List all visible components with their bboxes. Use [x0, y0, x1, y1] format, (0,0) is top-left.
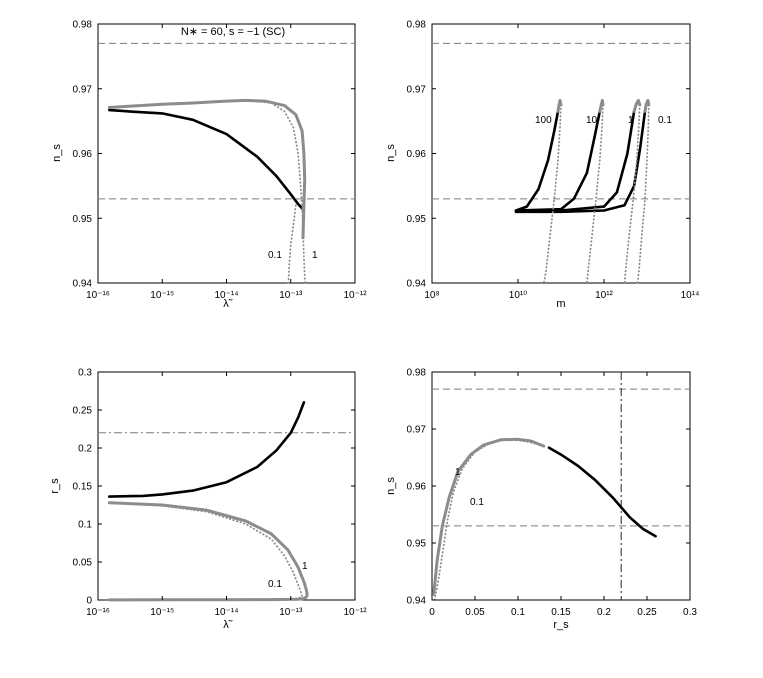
annotation-1: 1 — [302, 561, 308, 572]
figure-title: N∗ = 60, s = −1 (SC) — [181, 26, 285, 38]
y-tick-label: 0.97 — [407, 425, 427, 436]
plot-frame — [431, 23, 691, 284]
x-tick-label: 0.05 — [465, 607, 485, 618]
y-tick-label: 0.94 — [407, 279, 427, 290]
series-line-gray — [598, 98, 605, 113]
y-tick-label: 0.98 — [73, 20, 93, 31]
x-tick-label: 10⁻¹⁶ — [86, 290, 110, 301]
panel-ns-vs-rs: 0 0.05 0.1 0.15 0.2 0.25 0.3 0.94 0.95 0.96 0.97 0.… — [385, 368, 697, 632]
series-line-black — [514, 110, 647, 214]
y-axis-label: n_s — [385, 144, 397, 162]
y-tick-label: 0.98 — [407, 368, 427, 379]
series-line-dotted — [586, 104, 604, 284]
series-line-black — [547, 446, 657, 538]
series-line-gray — [107, 501, 309, 602]
y-tick-label: 0.95 — [407, 214, 427, 225]
series-line-black — [108, 401, 306, 498]
y-tick-label: 0 — [86, 596, 92, 607]
x-tick-label: 0 — [429, 607, 435, 618]
y-tick-label: 0.1 — [78, 520, 92, 531]
x-tick-label: 10⁻¹⁴ — [214, 607, 238, 618]
y-tick-label: 0.95 — [73, 214, 93, 225]
x-tick-label: 10⁸ — [424, 290, 439, 301]
series-line-gray — [432, 437, 546, 596]
annotation-0.1: 0.1 — [268, 250, 282, 261]
series-line-gray — [643, 98, 651, 113]
y-tick-label: 0.97 — [73, 84, 93, 95]
y-tick-label: 0.15 — [73, 482, 93, 493]
y-axis-label: n_s — [385, 477, 397, 495]
x-axis-label: λ̃ — [223, 298, 233, 310]
x-tick-label: 10¹⁴ — [681, 290, 700, 301]
annotation-1: 1 — [628, 115, 634, 126]
series-line-gray — [632, 98, 642, 113]
annotation-0.1: 0.1 — [268, 579, 282, 590]
series-line-dotted — [287, 204, 297, 284]
x-axis-label: r_s — [553, 619, 569, 631]
y-tick-label: 0.94 — [407, 596, 427, 607]
series-line-black — [514, 110, 560, 212]
series-line-dotted — [543, 104, 562, 284]
y-tick-label: 0.97 — [407, 84, 427, 95]
y-tick-label: 0.05 — [73, 558, 93, 569]
y-tick-label: 0.96 — [407, 482, 427, 493]
y-axis-label: n_s — [51, 144, 63, 162]
x-axis-label: m — [556, 298, 565, 310]
x-tick-label: 10¹⁰ — [509, 290, 527, 301]
x-tick-label: 10⁻¹⁴ — [214, 290, 238, 301]
annotation-10: 10 — [586, 115, 598, 126]
plot-frame — [97, 23, 356, 284]
series-line-dotted — [636, 104, 650, 284]
x-tick-label: 10⁻¹² — [343, 290, 367, 301]
x-tick-label: 0.25 — [637, 607, 657, 618]
y-tick-label: 0.94 — [73, 279, 93, 290]
y-tick-label: 0.25 — [73, 406, 93, 417]
x-tick-label: 10⁻¹⁵ — [150, 607, 174, 618]
y-tick-label: 0.2 — [78, 444, 92, 455]
plot-frame — [97, 371, 356, 601]
x-tick-label: 0.1 — [511, 607, 525, 618]
panel-ns-vs-lambda: 10⁻¹⁶ 10⁻¹⁵ 10⁻¹⁴ 10⁻¹³ 10⁻¹² 0.94 0.95 0.96 0.9… — [51, 20, 367, 311]
annotation-0.1: 0.1 — [470, 497, 484, 508]
x-tick-label: 0.2 — [597, 607, 611, 618]
series-line-dotted — [623, 104, 641, 284]
x-tick-label: 10⁻¹⁶ — [86, 607, 110, 618]
panel-rs-vs-lambda: 10⁻¹⁶ 10⁻¹⁵ 10⁻¹⁴ 10⁻¹³ 10⁻¹² 0 0.05 0.1 0.15 0.2… — [49, 368, 367, 632]
series-line-black — [108, 108, 306, 212]
annotation-0.1: 0.1 — [658, 115, 672, 126]
y-tick-label: 0.96 — [407, 149, 427, 160]
series-line-gray — [556, 98, 563, 113]
x-tick-label: 10⁻¹⁵ — [150, 290, 174, 301]
y-tick-label: 0.96 — [73, 149, 93, 160]
y-tick-label: 0.3 — [78, 368, 92, 379]
x-tick-label: 10⁻¹³ — [279, 290, 303, 301]
series-line-dotted — [108, 501, 303, 601]
x-tick-label: 10¹² — [595, 290, 613, 301]
x-tick-label: 10⁻¹² — [343, 607, 367, 618]
series-line-dotted — [433, 438, 543, 601]
x-tick-label: 10⁻¹³ — [279, 607, 303, 618]
series-line-gray — [107, 98, 307, 240]
annotation-1: 1 — [312, 250, 318, 261]
x-tick-label: 0.15 — [551, 607, 571, 618]
y-axis-label: r_s — [49, 478, 61, 494]
plot-frame — [431, 371, 691, 601]
annotation-1: 1 — [455, 467, 461, 478]
x-axis-label: λ̃ — [223, 619, 233, 631]
y-tick-label: 0.95 — [407, 539, 427, 550]
annotation-100: 100 — [535, 115, 552, 126]
y-tick-label: 0.98 — [407, 20, 427, 31]
x-tick-label: 0.3 — [683, 607, 697, 618]
